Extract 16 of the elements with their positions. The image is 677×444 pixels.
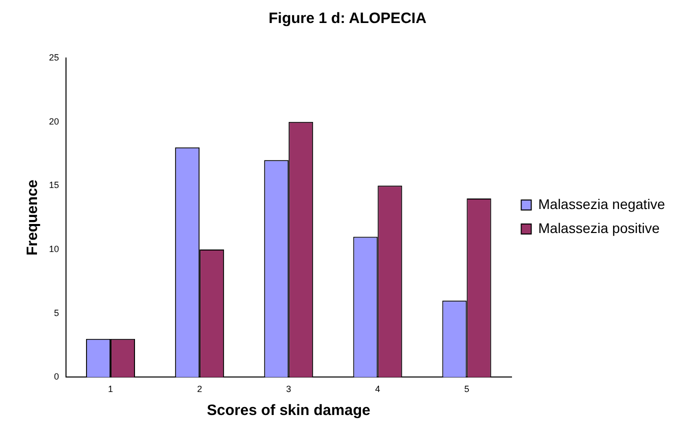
x-tick-label: 4 [375,384,380,394]
x-tick-label: 3 [286,384,292,394]
y-tick-label: 10 [48,244,60,254]
y-tick-label: 5 [54,308,60,318]
y-tick-label: 0 [54,372,60,382]
y-axis-title: Frequence [24,180,42,256]
x-tick-label: 5 [464,384,470,394]
legend-label: Malassezia positive [538,220,660,236]
x-tick-label: 1 [108,384,114,394]
y-tick-label: 15 [48,180,60,190]
x-tick-label: 2 [197,384,202,394]
x-axis-title: Scores of skin damage [206,402,370,420]
legend-label: Malassezia negative [538,196,666,212]
y-tick-label: 20 [48,116,60,126]
y-tick-label: 25 [48,52,60,62]
chart-title: Figure 1 d: ALOPECIA [268,10,427,28]
